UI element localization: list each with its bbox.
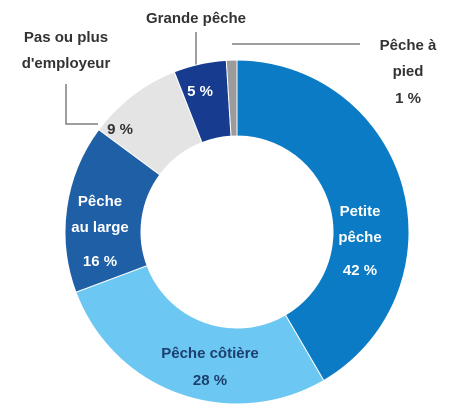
slice bbox=[236, 59, 410, 382]
category-label: Pêche au large bbox=[71, 193, 129, 236]
value-label: 16 % bbox=[83, 253, 117, 270]
slice bbox=[225, 59, 238, 137]
category-label: Grande pêche bbox=[146, 10, 246, 27]
leader-line bbox=[65, 84, 98, 125]
value-label: 1 % bbox=[395, 90, 421, 107]
labels: Petite pêche 42 % Pêche côtière 28 % Pêche au … bbox=[22, 10, 437, 389]
value-label: 9 % bbox=[107, 121, 133, 138]
category-label: Pêche côtière bbox=[161, 345, 259, 362]
category-label: Pas ou plus d'employeur bbox=[22, 29, 111, 72]
slices bbox=[64, 59, 410, 405]
category-label: Pêche à pied bbox=[380, 37, 437, 80]
slice bbox=[75, 264, 325, 405]
value-label: 5 % bbox=[187, 83, 213, 100]
value-label: 42 % bbox=[343, 262, 377, 279]
category-label: Petite pêche bbox=[338, 203, 381, 246]
value-label: 28 % bbox=[193, 372, 227, 389]
